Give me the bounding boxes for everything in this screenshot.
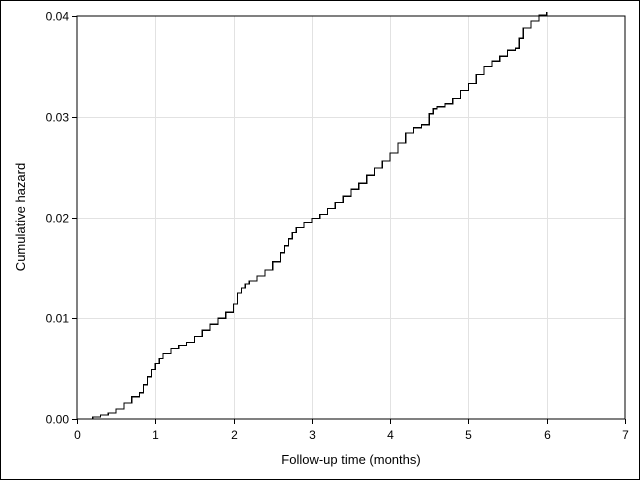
- axis-ticks: 0 1 2 3 4 5 6 7 0.00 0.01 0.02 0.03 0.04: [46, 10, 630, 443]
- x-axis-label: Follow-up time (months): [281, 452, 420, 467]
- x-tick-label: 4: [387, 428, 394, 442]
- plot-area: [77, 12, 548, 420]
- x-tick-label: 6: [544, 428, 551, 442]
- y-tick-label: 0.01: [46, 312, 70, 326]
- y-tick-label: 0.04: [46, 10, 70, 24]
- x-tick-label: 2: [231, 428, 238, 442]
- y-tick-label: 0.00: [46, 413, 70, 427]
- y-axis-label: Cumulative hazard: [13, 163, 28, 271]
- x-tick-label: 5: [465, 428, 472, 442]
- x-tick-label: 3: [309, 428, 316, 442]
- x-tick-label: 7: [622, 428, 629, 442]
- cumulative-hazard-step-line: [77, 12, 548, 420]
- plot-border: [76, 15, 626, 420]
- y-tick-label: 0.03: [46, 111, 70, 125]
- grid-lines: [77, 16, 625, 419]
- x-tick-label: 1: [152, 428, 159, 442]
- x-tick-label: 0: [74, 428, 81, 442]
- y-tick-label: 0.02: [46, 212, 70, 226]
